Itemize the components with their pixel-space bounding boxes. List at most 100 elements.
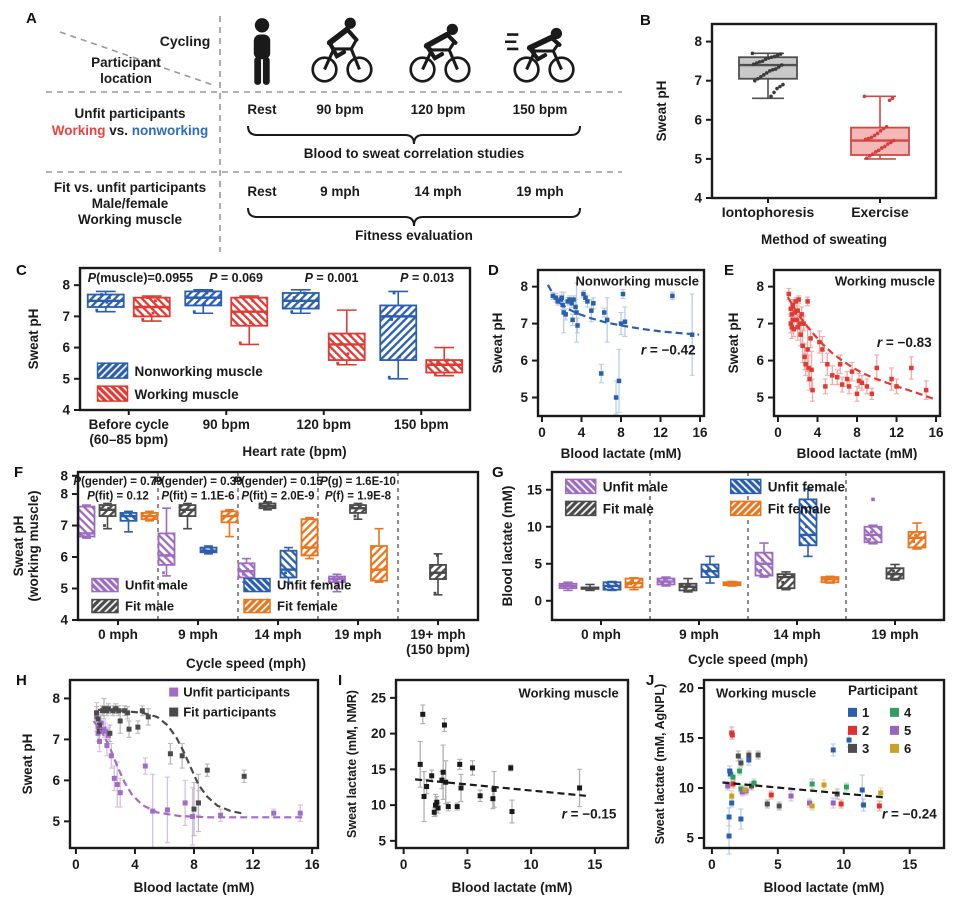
- panel-d-label: D: [488, 262, 499, 279]
- svg-text:16: 16: [693, 425, 709, 440]
- svg-text:P(fit) = 1.1E-6: P(fit) = 1.1E-6: [161, 491, 234, 503]
- panel-e-label: E: [724, 262, 735, 279]
- svg-text:5: 5: [774, 857, 782, 872]
- row3-line2: Male/female: [91, 196, 169, 211]
- svg-text:Blood lactate (mM): Blood lactate (mM): [764, 880, 885, 895]
- svg-text:Unfit female: Unfit female: [768, 479, 846, 494]
- svg-text:1: 1: [862, 705, 869, 720]
- svg-text:0 mph: 0 mph: [581, 627, 621, 642]
- svg-text:4: 4: [814, 425, 822, 440]
- standing-person-icon: [225, 14, 299, 88]
- nonworking-muscle-scatter: 0 4 8 12 16 5 6 7 8 Sweat pH Blood lactate (mM) Non…: [482, 254, 717, 465]
- svg-text:P(f) = 1.9E-8: P(f) = 1.9E-8: [325, 491, 392, 503]
- svg-text:Unfit female: Unfit female: [277, 578, 351, 593]
- cyclist-moderate-icon: [305, 14, 379, 88]
- stage-rest-mph: Rest: [247, 184, 277, 199]
- panel-h-label: H: [16, 672, 27, 689]
- chart-G: 0 mph 9 mph 14 mph 19 mph 0 5 10 15 Blood lactat…: [500, 470, 946, 667]
- chart-B: Iontophoresis Exercise 4 5 6 7 8 Sweat pH Method…: [654, 22, 938, 247]
- row2-working-vs-nonworking: Working vs. nonworking: [52, 123, 209, 138]
- svg-text:P(gender) = 0.15: P(gender) = 0.15: [233, 476, 323, 488]
- chart-C: Before cycle(60–85 bpm) 90 bpm 120 bpm 150 …: [26, 266, 472, 459]
- svg-text:16: 16: [929, 425, 945, 440]
- svg-text:Working muscle: Working muscle: [519, 685, 619, 700]
- svg-text:Unfit male: Unfit male: [125, 578, 188, 593]
- svg-text:0: 0: [538, 425, 546, 440]
- svg-text:8: 8: [756, 279, 764, 294]
- svg-text:4: 4: [131, 857, 139, 872]
- svg-text:Cycle speed (mph): Cycle speed (mph): [186, 656, 306, 671]
- svg-text:Sweat pH: Sweat pH: [11, 516, 26, 577]
- svg-text:10: 10: [527, 519, 542, 534]
- svg-text:r = −0.15: r = −0.15: [562, 806, 617, 821]
- svg-text:r = −0.42: r = −0.42: [641, 342, 696, 357]
- svg-text:8: 8: [853, 425, 861, 440]
- svg-text:6: 6: [62, 340, 70, 355]
- svg-text:Heart rate (bpm): Heart rate (bpm): [242, 444, 346, 459]
- panel-a-schematic: Cycling Participant location Unfit parti…: [10, 6, 635, 256]
- svg-text:5: 5: [520, 390, 528, 405]
- svg-text:5: 5: [756, 390, 764, 405]
- svg-text:14 mph: 14 mph: [773, 627, 820, 642]
- svg-text:8: 8: [694, 34, 702, 49]
- sweat-lactate-agnpl-scatter: 0 5 10 15 5 10 15 20 Sweat lactate (mM, AgNPL) Bl…: [640, 666, 953, 911]
- brace-correlation: [247, 125, 581, 145]
- svg-text:15: 15: [527, 482, 543, 497]
- matrix-col-header: Cycling: [159, 33, 211, 49]
- svg-text:10: 10: [524, 857, 539, 872]
- svg-text:5: 5: [62, 371, 70, 386]
- svg-text:8: 8: [52, 691, 60, 706]
- svg-text:7: 7: [60, 518, 68, 533]
- stage-rest-bpm: Rest: [247, 102, 277, 117]
- svg-text:5: 5: [464, 857, 472, 872]
- svg-text:Blood lactate (mM): Blood lactate (mM): [134, 880, 255, 895]
- svg-text:12: 12: [246, 857, 261, 872]
- svg-text:10: 10: [371, 798, 386, 813]
- svg-text:7: 7: [520, 316, 528, 331]
- svg-text:6: 6: [60, 550, 68, 565]
- svg-text:Blood lactate (mM): Blood lactate (mM): [561, 446, 682, 460]
- svg-text:Fit male: Fit male: [603, 501, 655, 516]
- panel-i-label: I: [338, 672, 343, 689]
- svg-text:9 mph: 9 mph: [178, 627, 218, 642]
- svg-text:P = 0.069: P = 0.069: [209, 271, 263, 285]
- chart-H: 0 4 8 12 16 5 6 7 8 Sweat pH Blood lactate (mM) Unf…: [20, 678, 320, 895]
- svg-text:5: 5: [686, 831, 694, 846]
- svg-text:14 mph: 14 mph: [254, 627, 301, 642]
- svg-text:r = −0.83: r = −0.83: [877, 335, 932, 350]
- svg-text:Nonworking muscle: Nonworking muscle: [135, 364, 264, 379]
- svg-text:19 mph: 19 mph: [871, 627, 918, 642]
- brace-fitness: [247, 207, 581, 227]
- svg-text:P(muscle)=0.0955: P(muscle)=0.0955: [88, 271, 193, 285]
- svg-text:Before cycle: Before cycle: [89, 417, 170, 432]
- svg-text:Sweat pH: Sweat pH: [20, 734, 35, 795]
- sweat-ph-method-boxplot: Iontophoresis Exercise 4 5 6 7 8 Sweat pH Method…: [634, 2, 954, 259]
- stage-120bpm: 120 bpm: [410, 102, 466, 117]
- svg-text:6: 6: [694, 112, 702, 127]
- svg-text:P(gender) = 0.39: P(gender) = 0.39: [153, 476, 242, 488]
- row3-line1: Fit vs. unfit participants: [53, 180, 207, 195]
- svg-text:4: 4: [694, 191, 702, 206]
- svg-text:8: 8: [520, 279, 528, 294]
- svg-text:P(gender) = 0.79: P(gender) = 0.79: [73, 476, 162, 488]
- brace1-caption: Blood to sweat correlation studies: [303, 146, 525, 161]
- working-word: Working: [51, 123, 106, 138]
- panel-b-label: B: [640, 12, 651, 29]
- svg-text:6: 6: [904, 741, 911, 756]
- svg-text:120 bpm: 120 bpm: [296, 417, 351, 432]
- svg-text:4: 4: [904, 705, 912, 720]
- stage-19mph: 19 mph: [516, 184, 564, 199]
- svg-text:3: 3: [862, 741, 869, 756]
- svg-text:Sweat pH: Sweat pH: [490, 313, 505, 374]
- panel-a-label: A: [26, 10, 37, 27]
- svg-text:150 bpm: 150 bpm: [394, 417, 449, 432]
- svg-text:Exercise: Exercise: [851, 204, 909, 220]
- svg-text:19 mph: 19 mph: [334, 627, 381, 642]
- svg-text:Fit female: Fit female: [768, 501, 832, 516]
- svg-text:Cycle speed (mph): Cycle speed (mph): [688, 652, 808, 667]
- svg-text:6: 6: [52, 773, 60, 788]
- sweat-ph-cyclespeed-boxplot: 0 mph 9 mph 14 mph 19 mph 19+ mph (150 bpm) 4 5…: [8, 458, 486, 678]
- svg-text:90 bpm: 90 bpm: [203, 417, 250, 432]
